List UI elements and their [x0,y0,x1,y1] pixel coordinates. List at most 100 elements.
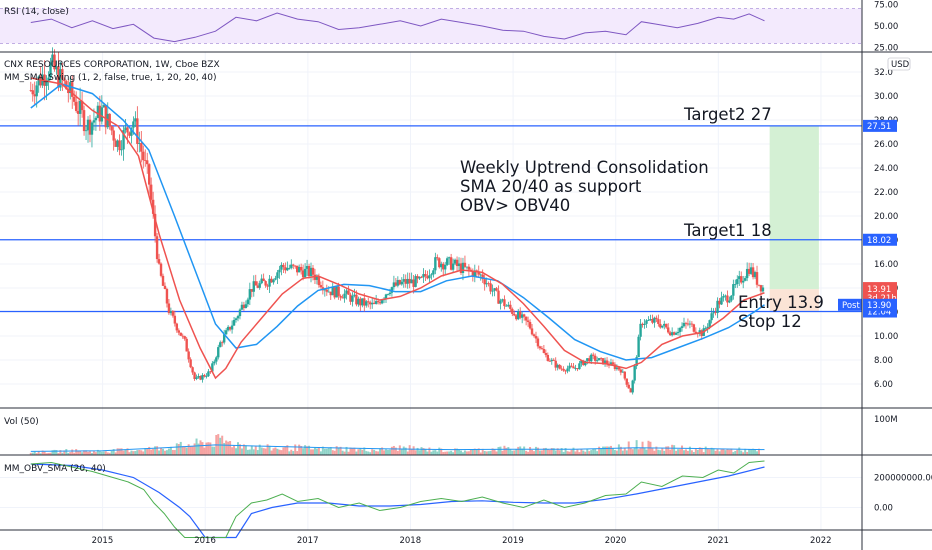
obv-tick-label: 200000000.00 [874,474,932,484]
candle-body [238,309,242,317]
price-tick-label: 32.0 [874,68,893,78]
candle-body [92,120,96,123]
candle-body [349,294,352,302]
volume-bar [408,445,411,455]
candle-body [303,268,307,278]
volume-bar [240,448,243,455]
volume-bar [100,451,103,455]
volume-bar [475,449,478,455]
candle-body [534,336,538,339]
volume-bar [375,451,378,455]
volume-bar [580,449,583,455]
candle-body [347,290,350,295]
volume-bar [434,450,437,455]
volume-bar [81,452,84,455]
candle-body [580,360,583,364]
candle-body [323,289,327,291]
candle-body [720,297,723,305]
volume-bar [533,451,536,455]
volume-bar [414,450,417,455]
volume-bar [138,450,141,455]
volume-bar [446,451,449,455]
volume-bar [426,451,429,455]
rsi-line [30,12,765,43]
volume-bar [187,444,190,455]
volume-bar [47,452,50,455]
volume-bar [698,447,701,455]
level-tag-label: 18.02 [867,236,891,246]
volume-bar [570,449,573,455]
volume-bar [219,437,222,455]
volume-bar [171,449,174,455]
volume-bar [493,449,496,455]
candle-body [331,287,334,296]
candle-body [59,69,62,88]
volume-bar [448,451,451,455]
volume-bar [142,451,145,455]
volume-bar [302,448,305,455]
volume-bar [148,446,151,455]
volume-bar [485,451,488,455]
price-tick-label: 24.00 [874,164,898,174]
candle-body [436,257,439,259]
candle-body [276,272,279,279]
volume-bar [471,449,474,455]
candle-body [116,140,119,147]
volume-bar [655,446,658,455]
volume-bar [304,445,307,455]
candle-body [124,127,127,131]
time-tick-label: 2016 [194,536,216,546]
candle-body [224,330,228,335]
volume-bar [602,446,605,455]
candle-body [759,285,763,292]
candle-body [63,79,66,82]
volume-bar [736,449,739,455]
candle-body [603,360,607,365]
candle-body [716,300,719,314]
candle-body [416,276,419,279]
candle-body [205,376,208,377]
candle-body [365,301,368,306]
volume-bar [262,448,265,455]
candle-body [637,336,640,358]
candle-body [301,270,305,278]
candle-body [485,283,488,285]
candle-body [274,278,277,280]
currency-label: USD [891,60,910,70]
candle-body [643,323,646,325]
volume-bar [586,449,589,455]
volume-bar [714,450,717,455]
volume-bar [163,450,166,455]
session-tag [838,298,862,311]
candle-body [690,323,694,325]
volume-bar [450,450,453,455]
candle-body [574,368,577,369]
volume-bar [351,448,354,455]
volume-bar [517,446,520,455]
candle-body [183,336,186,339]
volume-bar [406,451,409,455]
volume-bar [179,441,182,455]
chart-title: CNX RESOURCES CORPORATION, 1W, Cboe BZX [4,60,220,70]
candle-body [209,371,212,373]
candle-body [404,279,407,284]
volume-bar [590,450,593,455]
currency-badge[interactable]: USD [887,57,911,71]
candle-body [146,160,149,165]
candle-body [120,149,123,151]
volume-bar [700,447,703,455]
candle-body [296,265,299,273]
candle-body [228,326,232,330]
candle-body [663,323,666,326]
volume-bar [365,451,368,455]
candle-body [522,314,526,317]
candle-body [582,360,585,366]
volume-bar [692,451,695,455]
volume-bar [258,444,261,455]
volume-bar [353,447,356,455]
candle-body [213,361,216,364]
volume-bar [724,450,727,455]
volume-bar [732,452,735,455]
candle-body [181,335,184,337]
